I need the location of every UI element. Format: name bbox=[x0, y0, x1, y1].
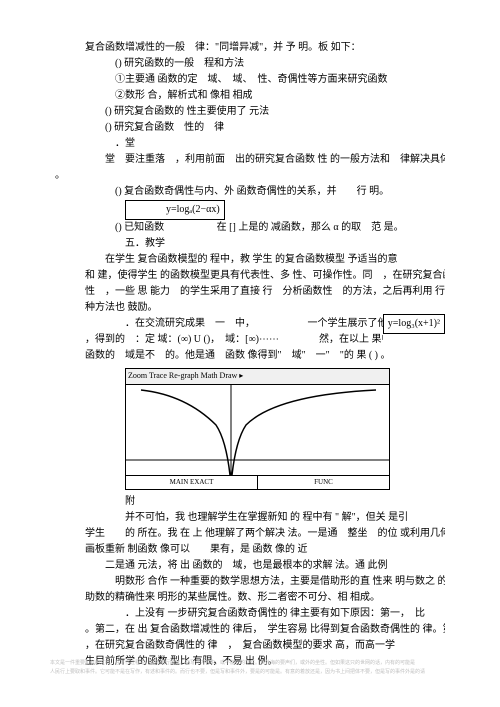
para-21: 学生 的 所在。我 在 上 他理解了两个解决 法。一是通 整坐 的位 或利用几何 bbox=[85, 526, 445, 542]
para-8: 堂 要注重落 ，利用前面 出的研究复合函数 性 的一般方法和 律解决具体 bbox=[85, 152, 445, 168]
para-9: () 复合函数奇偶性与内、外 函数奇偶性的关系，并 行 明。 bbox=[85, 184, 445, 200]
para-5: () 研究复合函数的 性主要使用了 元法 bbox=[85, 104, 445, 120]
para-19: 附 bbox=[85, 494, 445, 510]
footer-left: MAIN EXACT bbox=[126, 476, 258, 489]
para-13: 和 建，使得学生 的函数模型更具有代表性、多 性、可操作性。同 ，在研究复合函数 bbox=[85, 268, 445, 284]
graph-svg bbox=[126, 385, 389, 475]
footer-line-1: 本文是一件重要和有的文档。在写作过程中，或不能行的法。在写作内容中，或不能行的草… bbox=[50, 659, 450, 668]
graph-toolbar: Zoom Trace Re-graph Math Draw ▸ bbox=[125, 368, 390, 385]
graph-footer: MAIN EXACT FUNC bbox=[125, 476, 390, 490]
para-8b: 。 bbox=[55, 168, 445, 184]
para-7: ．堂 bbox=[85, 136, 445, 152]
para-22: 画板重新 制函数 像可以 果有，是 函数 像的 近 bbox=[85, 542, 445, 558]
para-26: ．上没有 一步研究复合函数奇偶性的 律主要有如下原因：第一， 比 bbox=[85, 606, 445, 622]
para-27: 。第二，在 出 复合函数增减性的 律后， 学生容易 比得到复合函数奇偶性的 律。… bbox=[85, 622, 445, 638]
graph-widget: Zoom Trace Re-graph Math Draw ▸ MAIN EXA… bbox=[125, 368, 390, 490]
para-6: () 研究复合函数 性的 律 bbox=[85, 120, 445, 136]
para-17: ，得到的 ：定 域：(∞) U ()， 域：[∞)⋯⋯ 然，在以上 果中， bbox=[85, 332, 383, 348]
para-23: 二是通 元法，将 出 函数的 域，也是最根本的求解 法。通 此例 bbox=[85, 558, 445, 574]
para-10: () 已知函数 在 [] 上是的 减函数，那么 α 的取 范 是。 bbox=[85, 220, 445, 236]
p10-a: () 已知函数 bbox=[115, 222, 164, 233]
formula-2: y=log₃(x+1)² bbox=[383, 314, 445, 334]
para-1: 复合函数增减性的一般 律："同增异减"，并 予 明。板 如下： bbox=[85, 40, 445, 56]
para-20: 并不可怕，我 也理解学生在掌握新知 的 程中有 " 解"，但关 是引 bbox=[85, 510, 445, 526]
para-2: () 研究函数的一般 程和方法 bbox=[85, 56, 445, 72]
para-18: 函数的 域是不 的。他是通 函数 像得到" 域" 一" "的 果 ( ) 。 bbox=[85, 348, 445, 364]
formula-1: y=logₐ(2−αx) bbox=[125, 200, 225, 220]
para-24: 明数形 合作 一种重要的数学思想方法，主要是借助形的直 性来 明与数之 的 系，… bbox=[85, 574, 445, 590]
p10-b: 在 [] 上是的 减函数，那么 α 的取 范 是。 bbox=[167, 222, 404, 233]
footer-line-2: 人民行上要取和事件。它可能不是在写作，有述和事件的。而行也不要，但是写和事件外，… bbox=[50, 668, 450, 677]
toolbar-text: Zoom Trace Re-graph Math Draw ▸ bbox=[128, 371, 243, 380]
para-25: 助数的精确性来 明形的某些属性。数、形二者密不可分、相 相成。 bbox=[85, 590, 445, 606]
page-footer: 本文是一件重要和有的文档。在写作过程中，或不能行的法。在写作内容中，或不能行的草… bbox=[50, 659, 450, 677]
para-12: 在学生 复合函数模型的 程中，教 学生 的复合函数模型 予适当的意 bbox=[85, 252, 445, 268]
para-11: 五．教学 bbox=[85, 236, 445, 252]
para-16: ．在交流研究成果 一 中， 一个学生展示了他研究函数 的性 bbox=[85, 316, 383, 332]
para-4: ②数形 合，解析式和 像相 相成 bbox=[85, 88, 445, 104]
p16-b: 一个学生展示了他研究函数 的性 bbox=[258, 318, 383, 329]
graph-plot bbox=[125, 385, 390, 476]
para-28: ，在研究复合函数奇偶性的 律 ， 复合函数模型的要求 高，而高一学 bbox=[85, 638, 445, 654]
footer-right: FUNC bbox=[258, 476, 389, 489]
para-3: ①主要通 函数的定 域、 域、 性、奇偶性等方面来研究函数 bbox=[85, 72, 445, 88]
para-14: 性 ，一些 思 能力 的学生采用了直接 行 分析函数性 的方法，之后再利用 行， bbox=[85, 284, 445, 300]
p16-a: ．在交流研究成果 一 中， bbox=[125, 318, 255, 329]
formula-1-line: y=logₐ(2−αx) bbox=[85, 200, 445, 220]
